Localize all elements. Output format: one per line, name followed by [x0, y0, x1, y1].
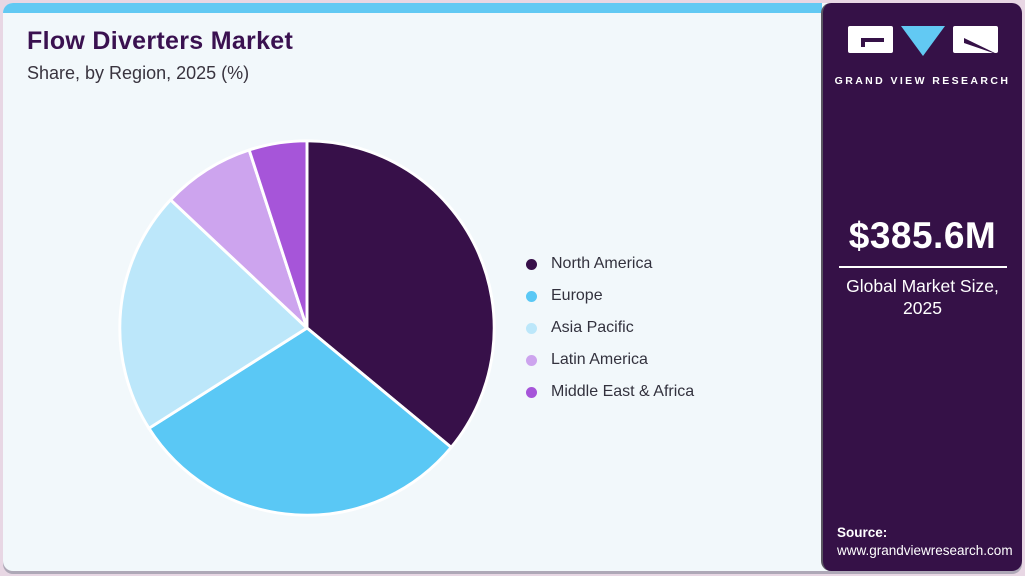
- top-accent-bar: [3, 3, 822, 13]
- pie-slice-latin-america: [169, 148, 309, 330]
- legend-item-asia-pacific: Asia Pacific: [526, 318, 694, 338]
- market-size-divider: [838, 266, 1007, 268]
- legend-label-middle-east-africa: Middle East & Africa: [551, 383, 695, 400]
- legend-item-latin-america: Latin America: [526, 350, 694, 370]
- source-url[interactable]: www.grandviewresearch.com: [837, 543, 1013, 558]
- legend-label-europe: Europe: [551, 287, 603, 304]
- brand-panel: GRAND VIEW RESEARCH $385.6M Global Marke…: [821, 3, 1022, 571]
- legend-item-europe: Europe: [526, 286, 694, 306]
- legend: North America Europe Asia Pacific Latin Ame…: [526, 254, 694, 402]
- gvr-logo: GRAND VIEW RESEARCH: [823, 25, 1022, 87]
- legend-swatch-latin-america: [526, 354, 537, 366]
- infographic-card: Flow Diverters Market Share, by Region, …: [3, 3, 1022, 571]
- legend-swatch-europe: [526, 290, 537, 302]
- source-label: Source:: [837, 525, 888, 540]
- pie-slice-north-america: [305, 139, 496, 449]
- logo-r-mark: [952, 26, 998, 53]
- pie-slice-middle-east-africa: [247, 139, 309, 330]
- legend-item-north-america: North America: [526, 254, 694, 274]
- legend-label-asia-pacific: Asia Pacific: [551, 319, 634, 336]
- legend-label-north-america: North America: [551, 255, 653, 272]
- pie-slice-europe: [147, 326, 453, 517]
- legend-swatch-asia-pacific: [526, 322, 537, 334]
- pie-slice-asia-pacific: [118, 198, 309, 430]
- gvr-logo-icon: [847, 26, 999, 56]
- legend-swatch-middle-east-africa: [526, 386, 537, 398]
- pie-chart: [118, 139, 496, 517]
- chart-header: Flow Diverters Market Share, by Region, …: [27, 27, 293, 84]
- legend-item-middle-east-africa: Middle East & Africa: [526, 382, 694, 402]
- pie-chart-container: [112, 133, 502, 523]
- source-block: Source: www.grandviewresearch.com: [837, 525, 1013, 558]
- market-size-value: $385.6M: [848, 215, 997, 256]
- page-title: Flow Diverters Market: [27, 27, 294, 55]
- market-size-block: $385.6M Global Market Size, 2025: [823, 215, 1022, 320]
- logo-v-mark: [900, 26, 945, 56]
- logo-wordmark: GRAND VIEW RESEARCH: [834, 75, 1011, 87]
- page-subtitle: Share, by Region, 2025 (%): [27, 63, 250, 83]
- market-size-label: Global Market Size, 2025: [846, 276, 999, 318]
- legend-label-latin-america: Latin America: [551, 351, 648, 368]
- legend-swatch-north-america: [526, 258, 537, 270]
